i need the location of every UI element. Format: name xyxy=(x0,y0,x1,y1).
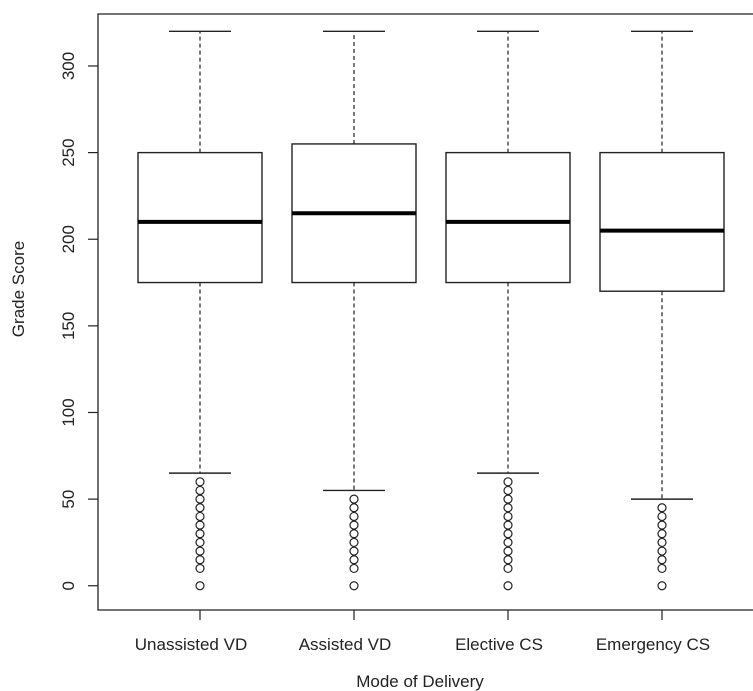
outlier-point xyxy=(195,563,205,574)
outlier-point xyxy=(349,520,359,530)
x-axis-title: Mode of Delivery xyxy=(356,672,484,691)
y-tick-label: 250 xyxy=(59,138,78,166)
y-tick-label: 100 xyxy=(59,398,78,426)
outlier-point xyxy=(195,581,205,591)
y-tick-label: 0 xyxy=(59,581,78,590)
outlier-point xyxy=(657,520,667,530)
x-tick-label: Elective CS xyxy=(455,635,543,654)
box-iqr xyxy=(137,151,263,284)
outlier-point xyxy=(503,537,513,548)
y-tick-label: 300 xyxy=(59,52,78,80)
outlier-point xyxy=(503,511,513,522)
plot-area xyxy=(97,13,753,611)
outlier-point xyxy=(349,494,359,504)
box-group xyxy=(291,30,417,591)
x-axis: Unassisted VD Assisted VD Elective CS Emerg… xyxy=(135,610,710,654)
outlier-point xyxy=(657,555,667,565)
y-axis-title: Grade Score xyxy=(9,241,28,337)
outlier-point xyxy=(195,555,205,565)
outlier-point xyxy=(349,581,359,591)
y-tick-label: 200 xyxy=(59,225,78,253)
box-group xyxy=(137,30,263,591)
outlier-point xyxy=(349,555,359,565)
outlier-point xyxy=(503,563,513,574)
outlier-point xyxy=(657,563,667,574)
y-axis: 0 50 100 150 200 250 300 xyxy=(59,52,98,590)
outlier-point xyxy=(195,477,205,487)
outlier-point xyxy=(503,546,513,556)
outlier-point xyxy=(503,555,513,565)
box-iqr xyxy=(445,151,571,284)
box-iqr xyxy=(599,151,725,292)
outlier-point xyxy=(657,546,667,556)
outlier-point xyxy=(657,511,667,522)
outlier-point xyxy=(195,537,205,548)
outlier-point xyxy=(195,494,205,504)
outlier-point xyxy=(503,503,513,513)
outlier-point xyxy=(503,529,513,539)
outlier-point xyxy=(195,529,205,539)
outlier-point xyxy=(349,511,359,522)
outlier-point xyxy=(349,546,359,556)
outlier-point xyxy=(503,581,513,591)
outlier-point xyxy=(503,477,513,487)
y-tick-label: 150 xyxy=(59,312,78,340)
outlier-point xyxy=(349,503,359,513)
outlier-point xyxy=(349,563,359,574)
box-group xyxy=(445,30,571,591)
plot-frame xyxy=(97,13,753,611)
outlier-point xyxy=(195,503,205,513)
x-tick-label: Unassisted VD xyxy=(135,635,247,654)
outlier-point xyxy=(195,520,205,530)
x-tick-label: Emergency CS xyxy=(596,635,710,654)
x-tick-label: Assisted VD xyxy=(299,635,392,654)
outlier-point xyxy=(657,529,667,539)
outlier-point xyxy=(195,546,205,556)
outlier-point xyxy=(349,529,359,539)
outlier-point xyxy=(195,511,205,522)
outlier-point xyxy=(657,503,667,513)
box-group xyxy=(599,30,725,591)
outlier-point xyxy=(195,485,205,496)
outlier-point xyxy=(657,581,667,591)
outlier-point xyxy=(503,494,513,504)
outlier-point xyxy=(503,520,513,530)
y-tick-label: 50 xyxy=(59,490,78,509)
outlier-point xyxy=(503,485,513,496)
outlier-point xyxy=(349,537,359,548)
outlier-point xyxy=(657,537,667,548)
